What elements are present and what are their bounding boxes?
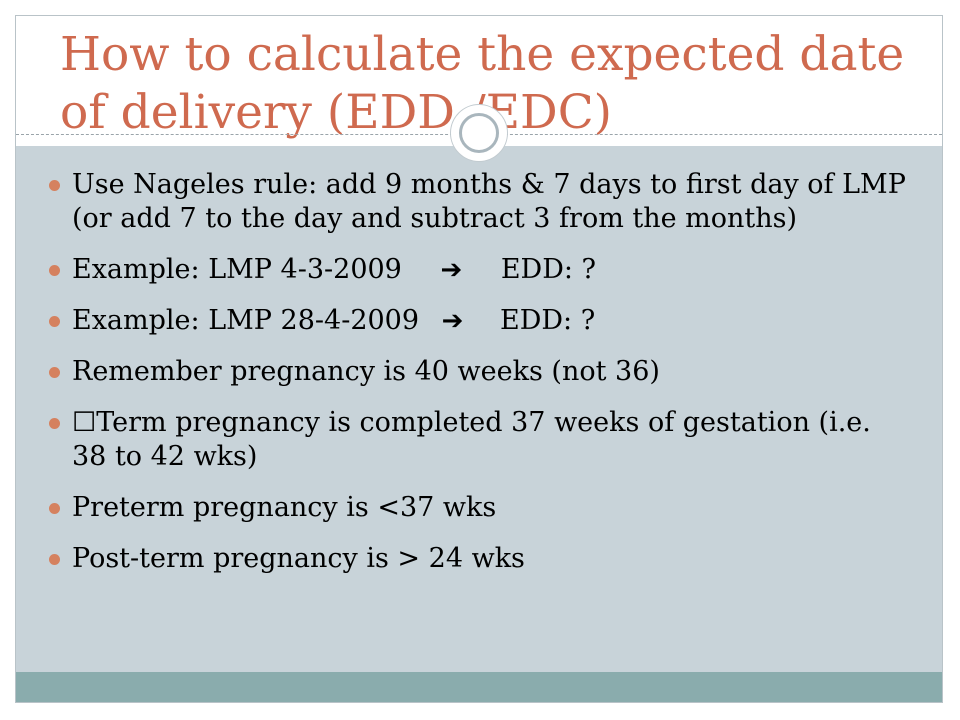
missing-glyph-box-icon: ☐ [72,407,97,438]
slide-title: How to calculate the expected date of de… [60,27,905,140]
circle-ornament-inner [459,113,499,153]
content-area [16,146,942,672]
bullet-naegele-rule: Use Nageles rule: add 9 months & 7 days … [48,168,908,236]
arrow-right-icon: ➔ [441,306,464,336]
bullet-example-1: Example: LMP 4-3-2009 ➔ EDD: ? [48,253,908,287]
bullet-dot-icon [49,265,60,276]
bullet-tail: EDD: ? [500,254,597,285]
bullet-text: Preterm pregnancy is <37 wks [72,492,497,523]
bullet-dot-icon [49,503,60,514]
bullet-text: Use Nageles rule: add 9 months & 7 days … [72,169,906,234]
bullet-dot-icon [49,180,60,191]
bullet-text: Post-term pregnancy is > 24 wks [72,543,525,574]
slide-frame [15,15,943,703]
bullet-list: Use Nageles rule: add 9 months & 7 days … [48,168,908,593]
circle-ornament-icon [451,105,507,161]
bullet-40-weeks: Remember pregnancy is 40 weeks (not 36) [48,355,908,389]
bullet-dot-icon [49,367,60,378]
bullet-text: Remember pregnancy is 40 weeks (not 36) [72,356,660,387]
footer-bar [16,672,942,702]
bullet-tail: EDD: ? [500,305,596,336]
bullet-text: Term pregnancy is completed 37 weeks of … [72,407,871,472]
bullet-lead: Example: LMP 4-3-2009 [72,254,402,285]
bullet-post-term: Post-term pregnancy is > 24 wks [48,542,908,576]
bullet-example-2: Example: LMP 28-4-2009 ➔ EDD: ? [48,304,908,338]
bullet-dot-icon [49,316,60,327]
bullet-dot-icon [49,554,60,565]
bullet-lead: Example: LMP 28-4-2009 [72,305,420,336]
bullet-term-pregnancy: ☐Term pregnancy is completed 37 weeks of… [48,406,908,474]
bullet-preterm: Preterm pregnancy is <37 wks [48,491,908,525]
arrow-right-icon: ➔ [440,255,463,285]
bullet-dot-icon [49,418,60,429]
